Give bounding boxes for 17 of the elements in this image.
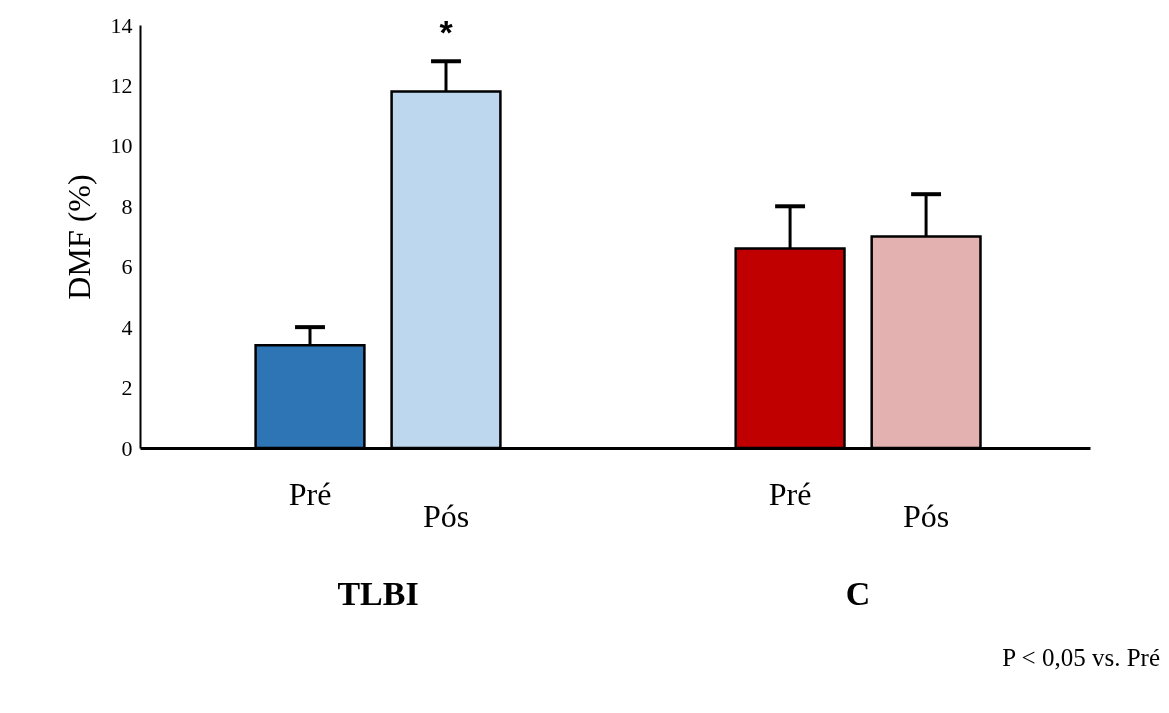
y-tick-label: 14 bbox=[110, 12, 133, 38]
y-tick-label: 8 bbox=[121, 193, 133, 219]
y-tick-label: 2 bbox=[121, 375, 133, 401]
x-tick-label: Pós bbox=[902, 498, 950, 534]
y-tick-label: 0 bbox=[121, 435, 133, 461]
text: C bbox=[845, 575, 871, 612]
text: TLBI bbox=[337, 575, 419, 612]
y-tick-label: 4 bbox=[121, 314, 133, 340]
x-tick-label: Pós bbox=[422, 498, 470, 534]
y-tick-label: 12 bbox=[110, 72, 133, 98]
x-tick-label: Pré bbox=[768, 476, 812, 512]
y-tick-label: 6 bbox=[121, 254, 133, 280]
x-tick-label: Pré bbox=[288, 476, 332, 512]
annotation: * bbox=[439, 13, 454, 52]
y-axis-title: DMF (%) bbox=[60, 174, 97, 300]
y-tick-label: 10 bbox=[110, 133, 133, 159]
text: P < 0,05 vs. Pré bbox=[1002, 644, 1160, 671]
